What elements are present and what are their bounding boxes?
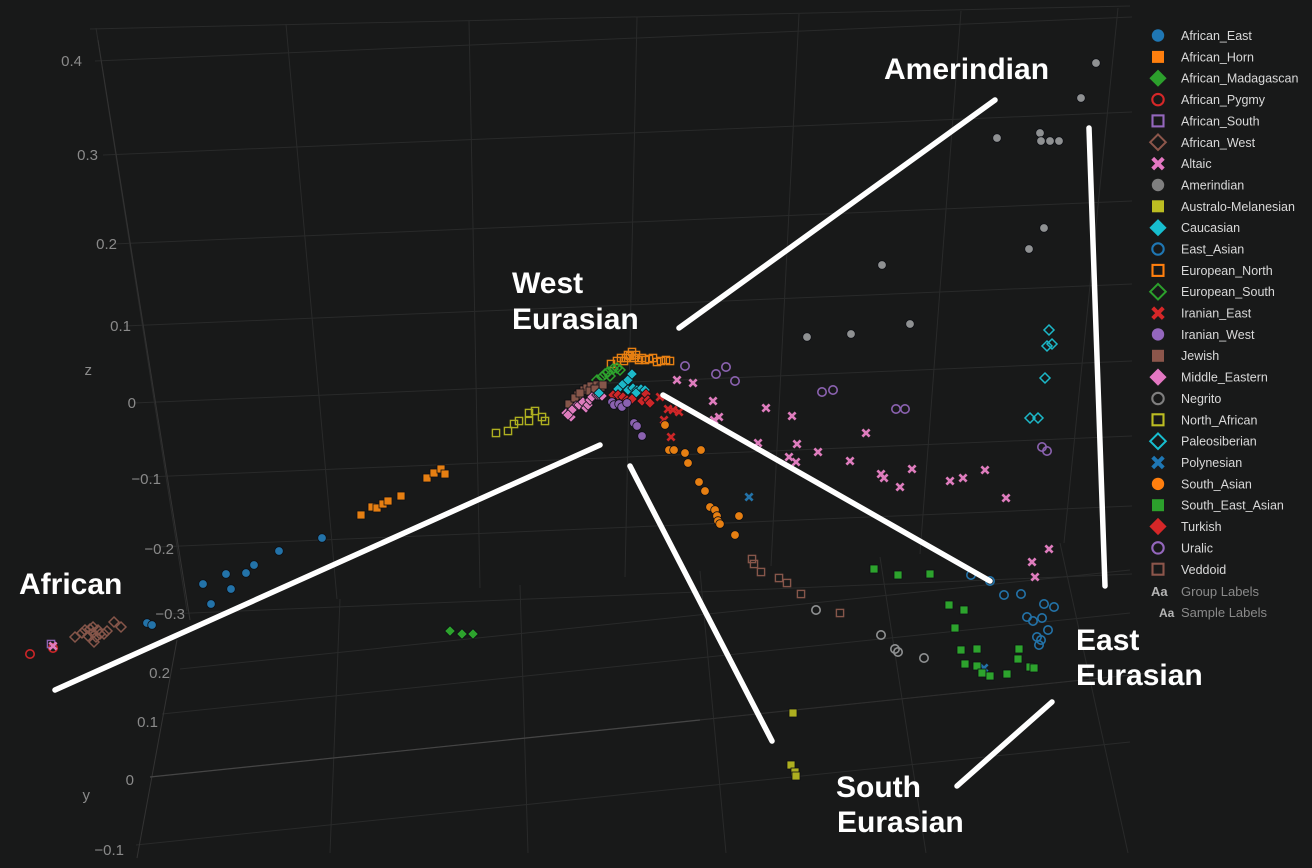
svg-text:North_African: North_African [1181, 413, 1257, 427]
svg-text:Aa: Aa [1159, 606, 1175, 620]
svg-text:0: 0 [126, 772, 134, 789]
svg-text:East_Asian: East_Asian [1181, 243, 1244, 257]
svg-text:0.1: 0.1 [110, 318, 131, 335]
svg-text:Uralic: Uralic [1181, 541, 1213, 555]
svg-text:South_Asian: South_Asian [1181, 477, 1252, 491]
svg-text:Paleosiberian: Paleosiberian [1181, 435, 1257, 449]
svg-text:European_North: European_North [1181, 264, 1273, 278]
svg-text:African_Horn: African_Horn [1181, 50, 1254, 64]
svg-text:Jewish: Jewish [1181, 349, 1219, 363]
svg-text:0.4: 0.4 [61, 53, 82, 70]
svg-text:Turkish: Turkish [1181, 520, 1222, 534]
svg-text:Aa: Aa [1151, 584, 1168, 599]
svg-text:African_Pygmy: African_Pygmy [1181, 93, 1266, 107]
svg-text:Eurasian: Eurasian [512, 303, 639, 336]
svg-text:South_East_Asian: South_East_Asian [1181, 499, 1284, 513]
svg-text:Eurasian: Eurasian [1076, 659, 1203, 692]
svg-text:0.2: 0.2 [96, 236, 117, 253]
svg-text:Amerindian: Amerindian [1181, 179, 1244, 193]
svg-text:East: East [1076, 624, 1139, 657]
svg-text:Veddoid: Veddoid [1181, 563, 1226, 577]
svg-text:−0.2: −0.2 [144, 541, 174, 558]
svg-text:0: 0 [128, 395, 136, 412]
svg-text:South: South [836, 771, 921, 804]
svg-text:African: African [19, 568, 122, 601]
svg-text:z: z [85, 362, 93, 379]
svg-text:African_West: African_West [1181, 136, 1256, 150]
svg-text:Middle_Eastern: Middle_Eastern [1181, 371, 1268, 385]
svg-text:Polynesian: Polynesian [1181, 456, 1242, 470]
svg-text:Caucasian: Caucasian [1181, 221, 1240, 235]
svg-text:Amerindian: Amerindian [884, 53, 1049, 86]
svg-text:Iranian_East: Iranian_East [1181, 307, 1252, 321]
svg-text:Australo-Melanesian: Australo-Melanesian [1181, 200, 1295, 214]
svg-text:African_Madagascan: African_Madagascan [1181, 72, 1298, 86]
svg-text:Group Labels: Group Labels [1181, 584, 1260, 599]
svg-text:−0.1: −0.1 [131, 471, 161, 488]
svg-text:West: West [512, 267, 583, 300]
svg-text:African_South: African_South [1181, 114, 1260, 128]
svg-text:European_South: European_South [1181, 285, 1275, 299]
svg-text:Iranian_West: Iranian_West [1181, 328, 1255, 342]
svg-text:0.1: 0.1 [137, 714, 158, 731]
svg-text:Eurasian: Eurasian [837, 806, 964, 839]
svg-text:−0.3: −0.3 [155, 606, 185, 623]
svg-text:0.3: 0.3 [77, 147, 98, 164]
svg-text:Altaic: Altaic [1181, 157, 1212, 171]
svg-text:−0.1: −0.1 [94, 842, 124, 859]
svg-text:0.2: 0.2 [149, 665, 170, 682]
svg-text:y: y [83, 787, 91, 804]
svg-text:Sample Labels: Sample Labels [1181, 605, 1267, 620]
svg-text:Negrito: Negrito [1181, 392, 1221, 406]
svg-text:African_East: African_East [1181, 29, 1252, 43]
